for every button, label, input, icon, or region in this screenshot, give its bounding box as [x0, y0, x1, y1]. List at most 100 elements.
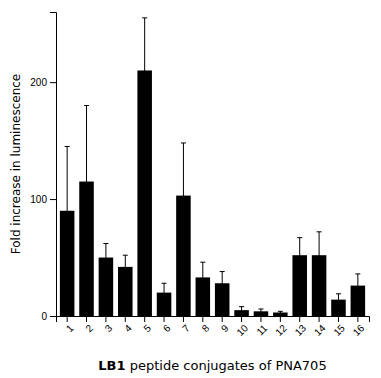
y-axis: 0100200 — [30, 13, 56, 322]
error-bar — [84, 106, 89, 258]
error-cap — [297, 272, 302, 273]
error-cap — [278, 313, 283, 314]
error-line — [222, 272, 223, 295]
error-line — [144, 18, 145, 123]
x-tick-label: 16 — [351, 322, 367, 338]
x-tick: 12 — [273, 316, 289, 338]
error-cap — [355, 297, 360, 298]
error-bar — [142, 18, 147, 123]
x-tick: 5 — [141, 316, 153, 334]
y-tick: 0 — [41, 311, 56, 322]
x-tick-mark — [241, 316, 242, 322]
error-bar — [65, 146, 70, 275]
error-cap — [103, 243, 108, 244]
x-tick-label: 1 — [64, 322, 76, 334]
error-cap — [181, 248, 186, 249]
x-tick-label: 14 — [312, 322, 328, 338]
x-tick-mark — [280, 316, 281, 322]
x-tick: 1 — [64, 316, 76, 334]
error-cap — [355, 273, 360, 274]
x-tick-mark — [125, 316, 126, 322]
x-tick-mark — [105, 316, 106, 322]
error-cap — [239, 306, 244, 307]
error-bar — [258, 309, 263, 314]
x-tick-label: 15 — [331, 322, 347, 338]
x-tick-mark — [338, 316, 339, 322]
error-bar — [220, 272, 225, 295]
error-cap — [142, 17, 147, 18]
x-tick: 11 — [254, 316, 269, 337]
chart: 123456789101112131415160100200Fold incre… — [0, 0, 381, 378]
error-cap — [297, 237, 302, 238]
x-tick: 14 — [312, 316, 328, 338]
y-tick: 100 — [30, 194, 56, 205]
error-cap — [142, 123, 147, 124]
error-cap — [162, 283, 167, 284]
error-line — [183, 143, 184, 248]
marks — [60, 18, 365, 316]
error-bar — [200, 262, 205, 292]
error-cap — [65, 146, 70, 147]
x-tick-label: 11 — [254, 322, 269, 337]
y-tick-mark — [50, 199, 56, 200]
error-bar — [162, 283, 167, 302]
y-tick-mark — [50, 82, 56, 83]
error-cap — [239, 313, 244, 314]
y-tick-label: 0 — [41, 311, 47, 322]
x-tick-mark — [67, 316, 68, 322]
y-axis-title: Fold increase in luminescence — [9, 74, 23, 255]
x-tick-label: 8 — [200, 322, 212, 334]
x-tick: 16 — [351, 316, 367, 338]
error-line — [299, 238, 300, 273]
plot: 123456789101112131415160100200 — [30, 13, 369, 339]
error-bar — [278, 311, 283, 313]
x-tick-mark — [144, 316, 145, 322]
y-tick-label: 100 — [30, 194, 47, 205]
error-line — [260, 309, 261, 314]
error-cap — [200, 292, 205, 293]
x-tick-mark — [86, 316, 87, 322]
error-cap — [200, 262, 205, 263]
x-tick-label: 5 — [141, 322, 153, 334]
error-bar — [297, 238, 302, 273]
x-axis-line — [57, 317, 370, 323]
y-tick-mark — [50, 316, 56, 317]
x-tick: 10 — [234, 316, 250, 338]
x-tick-mark — [299, 316, 300, 322]
x-tick-mark — [183, 316, 184, 322]
x-tick-mark — [202, 316, 203, 322]
error-bar — [123, 255, 128, 278]
error-bar — [181, 143, 186, 248]
error-cap — [123, 255, 128, 256]
x-tick: 15 — [331, 316, 347, 338]
x-axis-title: LB1 peptide conjugates of PNA705 — [98, 358, 326, 373]
x-tick: 8 — [200, 316, 212, 334]
x-tick-mark — [260, 316, 261, 322]
error-bar — [317, 232, 322, 279]
error-cap — [336, 305, 341, 306]
error-cap — [123, 278, 128, 279]
x-tick: 3 — [103, 316, 115, 334]
x-tick: 4 — [122, 316, 134, 334]
error-bar — [336, 294, 341, 306]
x-tick: 6 — [161, 316, 173, 334]
x-tick: 7 — [180, 316, 192, 334]
error-cap — [84, 105, 89, 106]
x-tick-label: 2 — [83, 322, 95, 334]
x-tick-label: 12 — [273, 322, 289, 338]
x-tick: 9 — [219, 316, 231, 334]
error-cap — [162, 301, 167, 302]
x-tick-label: 3 — [103, 322, 115, 334]
error-cap — [258, 313, 263, 314]
error-cap — [258, 308, 263, 309]
error-cap — [181, 142, 186, 143]
error-line — [105, 244, 106, 272]
error-cap — [65, 275, 70, 276]
x-tick-label: 7 — [180, 322, 192, 334]
error-line — [164, 283, 165, 302]
error-line — [357, 274, 358, 297]
x-tick-mark — [164, 316, 165, 322]
x-tick-label: 9 — [219, 322, 231, 334]
error-cap — [220, 271, 225, 272]
error-line — [241, 307, 242, 314]
